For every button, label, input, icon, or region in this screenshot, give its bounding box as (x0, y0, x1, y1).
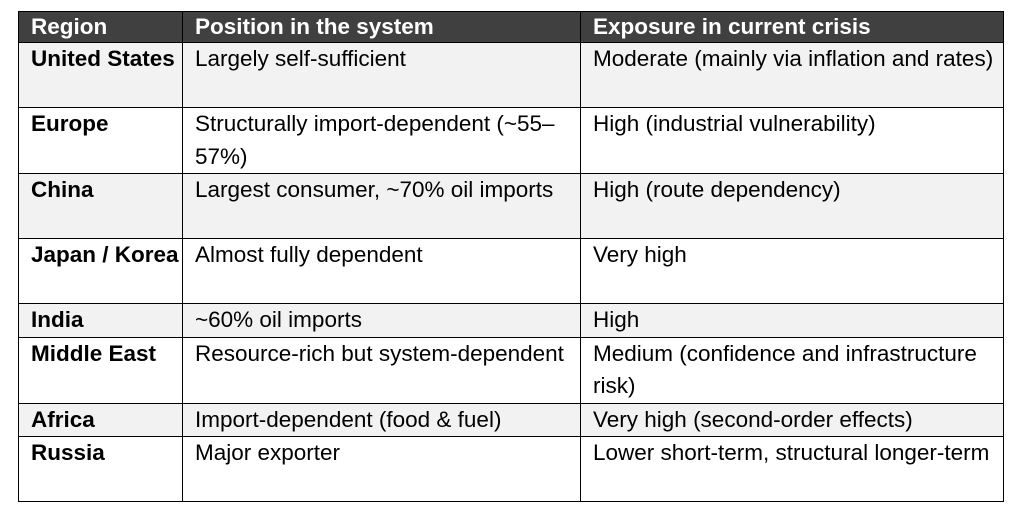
position-cell: Major exporter (183, 437, 581, 502)
table-header-row: Region Position in the system Exposure i… (19, 12, 1004, 43)
exposure-cell: Lower short-term, structural longer-term (581, 437, 1004, 502)
region-cell: Europe (19, 108, 183, 174)
table-row: China Largest consumer, ~70% oil imports… (19, 174, 1004, 239)
table-row: United States Largely self-sufficient Mo… (19, 43, 1004, 108)
table-row: Japan / Korea Almost fully dependent Ver… (19, 239, 1004, 304)
table-row: Africa Import-dependent (food & fuel) Ve… (19, 403, 1004, 437)
region-cell: United States (19, 43, 183, 108)
position-cell: Structurally import-dependent (~55–57%) (183, 108, 581, 174)
exposure-cell: High (industrial vulnerability) (581, 108, 1004, 174)
header-exposure: Exposure in current crisis (581, 12, 1004, 43)
region-cell: Russia (19, 437, 183, 502)
position-cell: Largely self-sufficient (183, 43, 581, 108)
header-region: Region (19, 12, 183, 43)
table-row: India ~60% oil imports High (19, 304, 1004, 338)
exposure-cell: Very high (581, 239, 1004, 304)
region-cell: Japan / Korea (19, 239, 183, 304)
exposure-cell: High (route dependency) (581, 174, 1004, 239)
exposure-cell: Medium (confidence and infrastructure ri… (581, 337, 1004, 403)
region-cell: China (19, 174, 183, 239)
position-cell: Resource-rich but system-dependent (183, 337, 581, 403)
table-row: Middle East Resource-rich but system-dep… (19, 337, 1004, 403)
exposure-cell: High (581, 304, 1004, 338)
position-cell: Import-dependent (food & fuel) (183, 403, 581, 437)
region-cell: Africa (19, 403, 183, 437)
position-cell: Largest consumer, ~70% oil imports (183, 174, 581, 239)
position-cell: ~60% oil imports (183, 304, 581, 338)
table-row: Europe Structurally import-dependent (~5… (19, 108, 1004, 174)
position-cell: Almost fully dependent (183, 239, 581, 304)
exposure-cell: Very high (second-order effects) (581, 403, 1004, 437)
exposure-table: Region Position in the system Exposure i… (18, 11, 1004, 502)
exposure-cell: Moderate (mainly via inflation and rates… (581, 43, 1004, 108)
region-cell: India (19, 304, 183, 338)
region-cell: Middle East (19, 337, 183, 403)
header-position: Position in the system (183, 12, 581, 43)
table-row: Russia Major exporter Lower short-term, … (19, 437, 1004, 502)
